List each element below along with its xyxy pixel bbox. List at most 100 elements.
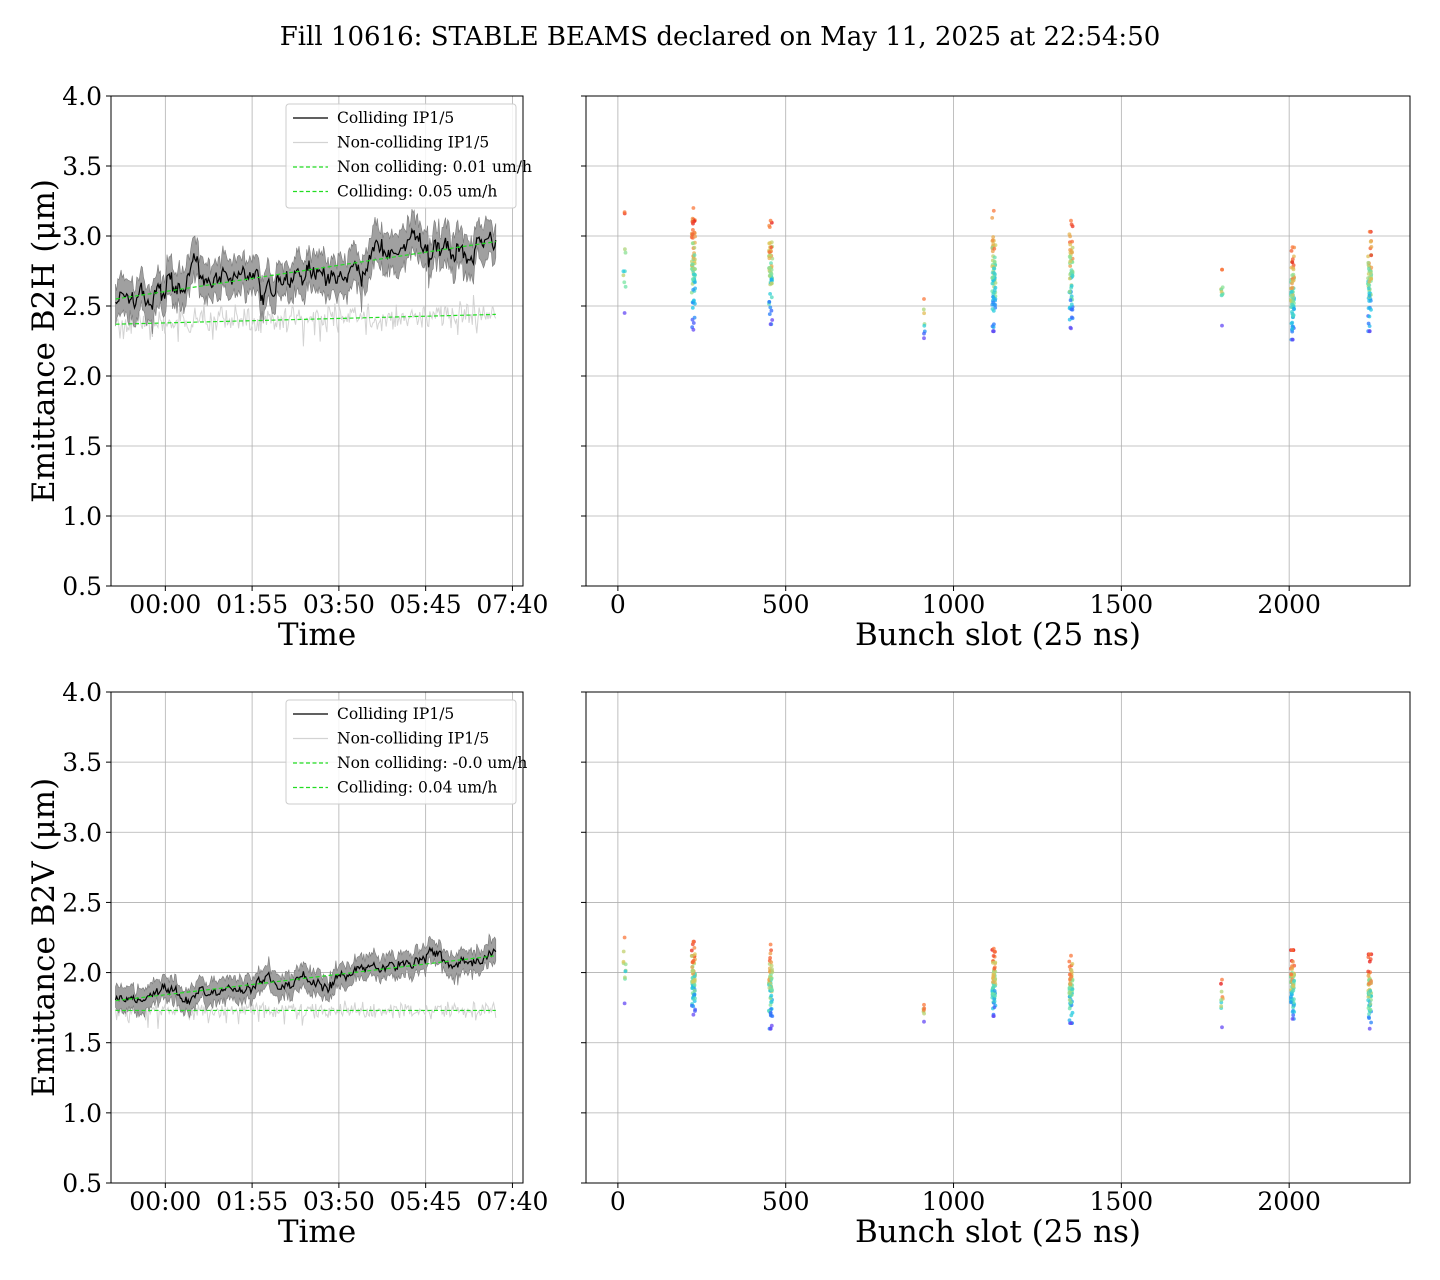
bunch-point xyxy=(769,1023,774,1028)
bunch-point xyxy=(691,206,696,210)
bunch-point xyxy=(691,1012,696,1017)
bunch-point xyxy=(991,980,995,984)
bunch-point xyxy=(992,266,996,271)
bunch-point xyxy=(1367,314,1372,319)
bunch-point xyxy=(922,331,926,336)
bunch-point xyxy=(769,277,774,282)
bunch-point xyxy=(921,307,926,312)
bunch-point xyxy=(1366,306,1371,310)
bunch-point xyxy=(691,939,696,944)
bunch-point xyxy=(1367,1016,1371,1020)
bunch-point xyxy=(1068,242,1073,247)
bunch-point xyxy=(1366,321,1371,326)
bunch-point xyxy=(769,948,773,953)
bunch-point xyxy=(1069,968,1074,972)
bunch-point xyxy=(768,956,772,960)
bunch-point xyxy=(992,271,996,275)
bunch-point xyxy=(1069,315,1074,320)
bunch-point xyxy=(1220,285,1225,290)
bunch-point xyxy=(1366,286,1371,291)
y-tick-label: 2.5 xyxy=(62,292,102,321)
bunch-point xyxy=(769,272,774,276)
bunch-point xyxy=(992,966,997,971)
x-tick-label: 0 xyxy=(610,1187,626,1216)
bunch-point xyxy=(991,325,996,329)
bunch-point xyxy=(621,273,626,278)
x-axis-label: Bunch slot (25 ns) xyxy=(855,1214,1141,1250)
x-tick-label: 03:50 xyxy=(303,590,375,619)
bunch-point xyxy=(693,996,697,1001)
bunch-point xyxy=(1290,337,1295,342)
bunch-point xyxy=(1291,267,1296,272)
bunch-point xyxy=(1289,972,1294,977)
bunch-point xyxy=(991,946,996,951)
bunch-point xyxy=(1067,1006,1072,1011)
bunch-point xyxy=(1069,222,1074,227)
y-tick-label: 4.0 xyxy=(62,678,102,707)
bunch-point xyxy=(1367,299,1372,303)
bunch-point xyxy=(1367,959,1372,964)
legend-label: Colliding: 0.04 um/h xyxy=(337,779,497,797)
bunch-point xyxy=(1069,284,1074,288)
bunch-point xyxy=(691,969,696,973)
bunch-point xyxy=(1069,302,1074,307)
bunch-point xyxy=(1069,953,1073,958)
bunch-point xyxy=(1068,248,1072,252)
bunch-point xyxy=(993,993,997,998)
bunch-point xyxy=(1368,989,1373,993)
bunch-point xyxy=(1290,948,1295,952)
bunch-point xyxy=(1067,1018,1072,1023)
bunch-point xyxy=(1290,257,1295,262)
bunch-point xyxy=(689,948,694,953)
bunch-point xyxy=(1291,959,1295,964)
bunch-point xyxy=(993,281,998,285)
bunch-point xyxy=(690,220,695,224)
y-axis-label: Emittance B2H (μm) xyxy=(26,179,62,503)
legend-label: Non colliding: -0.0 um/h xyxy=(337,754,527,772)
bunch-point xyxy=(692,315,697,320)
bunch-point xyxy=(922,311,926,316)
fit-line xyxy=(115,955,496,1002)
bunch-point xyxy=(690,306,695,310)
bunch-point xyxy=(693,234,697,239)
bunch-point xyxy=(1067,959,1072,964)
bunch-point xyxy=(689,954,694,958)
bunch-point xyxy=(623,975,627,980)
bunch-point xyxy=(990,307,995,311)
bunch-point xyxy=(689,267,694,271)
bunch-point xyxy=(1369,253,1374,258)
bunch-point xyxy=(1367,1026,1372,1031)
bunch-point xyxy=(768,951,773,956)
y-tick-label: 2.0 xyxy=(62,362,102,391)
bunch-point xyxy=(1219,1004,1224,1009)
bunch-point xyxy=(1366,969,1371,974)
x-axis-label: Time xyxy=(278,1214,356,1250)
x-tick-label: 500 xyxy=(762,1187,810,1216)
bunch-point xyxy=(623,969,628,974)
bunch-point xyxy=(1070,962,1075,966)
bunch-point xyxy=(922,297,926,301)
y-tick-label: 0.5 xyxy=(62,1169,102,1198)
x-tick-label: 1500 xyxy=(1090,590,1154,619)
bunch-point xyxy=(1366,254,1370,259)
bunch-point xyxy=(767,250,772,255)
x-tick-label: 05:45 xyxy=(390,590,462,619)
legend-box xyxy=(285,103,517,209)
bunch-point xyxy=(922,1011,926,1016)
bunch-point xyxy=(623,247,627,252)
bunch-point xyxy=(768,266,772,270)
bunch-point xyxy=(1220,267,1224,272)
legend-label: Non-colliding IP1/5 xyxy=(337,134,489,152)
legend-box xyxy=(285,699,517,805)
bunch-point xyxy=(693,267,697,271)
bunch-point xyxy=(691,287,696,292)
bunch-point xyxy=(922,1019,926,1024)
bunch-point xyxy=(622,210,627,215)
bunch-point xyxy=(1289,995,1293,999)
x-tick-label: 00:00 xyxy=(129,1187,201,1216)
bunch-point xyxy=(691,979,695,984)
bunch-point xyxy=(1068,264,1073,268)
bunch-point xyxy=(1289,290,1294,294)
bunch-point xyxy=(769,1000,773,1004)
bunch-point xyxy=(623,250,628,255)
